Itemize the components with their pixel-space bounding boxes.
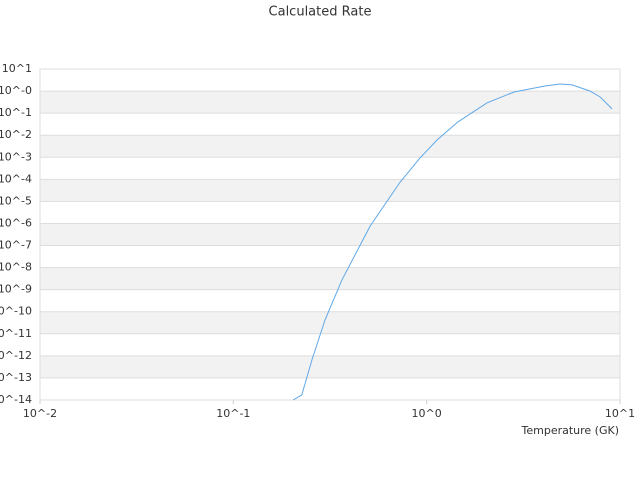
- y-tick-label: 10^-10: [0, 305, 32, 318]
- y-tick-label: 10^-1: [0, 106, 32, 119]
- y-tick-label: 10^1: [2, 62, 32, 75]
- y-tick-label: 10^-5: [0, 194, 32, 207]
- y-tick-label: 10^-3: [0, 150, 32, 163]
- grid-band: [40, 311, 620, 334]
- y-tick-label: 10^-11: [0, 327, 32, 340]
- y-tick-label: 10^-13: [0, 371, 32, 384]
- line-series: [292, 83, 613, 401]
- y-tick-label: 10^-9: [0, 283, 32, 296]
- grid-band: [40, 179, 620, 202]
- y-tick-label: 10^-2: [0, 128, 32, 141]
- y-tick-label: 10^-7: [0, 239, 32, 252]
- y-tick-label: 10^-14: [0, 393, 32, 406]
- y-tick-label: 10^-8: [0, 261, 32, 274]
- x-tick-label: 10^0: [412, 407, 442, 420]
- grid-band: [40, 135, 620, 158]
- x-axis-label: Temperature (GK): [521, 424, 620, 437]
- x-tick-label: 10^1: [605, 407, 635, 420]
- x-tick-label: 10^-1: [216, 407, 250, 420]
- y-tick-label: 10^-12: [0, 349, 32, 362]
- grid-band: [40, 355, 620, 378]
- grid-band: [40, 223, 620, 246]
- x-tick-label: 10^-2: [23, 407, 57, 420]
- y-tick-label: 10^-4: [0, 172, 32, 185]
- grid-band: [40, 91, 620, 114]
- chart-title: Calculated Rate: [269, 5, 372, 20]
- y-tick-label: 10^-6: [0, 216, 32, 229]
- grid-band: [40, 267, 620, 290]
- y-tick-label: 10^-0: [0, 84, 32, 97]
- plot-frame: [39, 68, 621, 401]
